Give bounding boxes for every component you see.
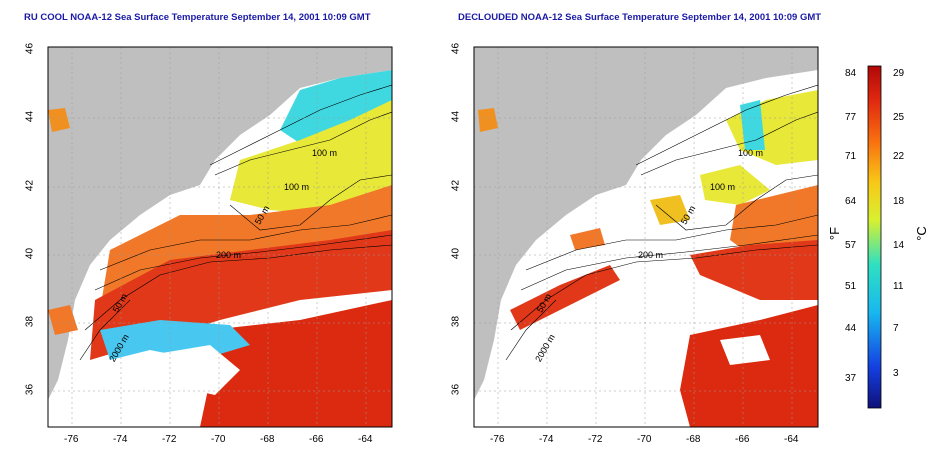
y-tick-label: 42 [450, 179, 462, 192]
y-tick-label: 40 [450, 247, 462, 260]
right-map [474, 47, 818, 427]
colorbar-c-tick: 29 [893, 68, 905, 79]
colorbar-f-tick: 71 [845, 151, 857, 162]
x-tick-label: -74 [539, 434, 554, 445]
contour-label: 100 m [284, 182, 310, 192]
x-tick-label: -70 [211, 434, 226, 445]
colorbar-f-tick: 84 [845, 68, 857, 79]
x-tick-label: -68 [260, 434, 275, 445]
y-tick-label: 40 [24, 247, 36, 260]
y-tick-label: 46 [24, 42, 36, 55]
y-tick-label: 38 [450, 315, 462, 328]
colorbar-c-tick: 18 [893, 196, 905, 207]
colorbar-f-tick: 51 [845, 281, 857, 292]
y-tick-label: 36 [450, 383, 462, 396]
y-tick-label: 44 [450, 110, 462, 123]
x-tick-label: -72 [162, 434, 177, 445]
right-sst-red-south [680, 305, 818, 427]
x-tick-label: -72 [588, 434, 603, 445]
x-tick-label: -74 [113, 434, 128, 445]
colorbar-f-tick: 44 [845, 323, 857, 334]
x-tick-label: -76 [490, 434, 505, 445]
x-tick-label: -64 [358, 434, 373, 445]
y-tick-label: 36 [24, 383, 36, 396]
colorbar-f-tick: 37 [845, 373, 857, 384]
colorbar-f-tick: 77 [845, 112, 857, 123]
colorbar-unit-c: °C [913, 226, 929, 241]
colorbar-f-tick: 57 [845, 240, 857, 251]
left-land [48, 47, 392, 400]
contour-label: 100 m [710, 182, 736, 192]
y-tick-label: 46 [450, 42, 462, 55]
colorbar-c-tick: 25 [893, 112, 905, 123]
colorbar-unit-f: °F [827, 226, 843, 241]
right-panel-title: DECLOUDED NOAA-12 Sea Surface Temperatur… [458, 12, 822, 23]
colorbar [867, 65, 882, 409]
colorbar-c-tick: 22 [893, 151, 905, 162]
y-tick-label: 44 [24, 110, 36, 123]
x-tick-label: -68 [686, 434, 701, 445]
left-sst-red-south [200, 300, 392, 427]
colorbar-f-tick: 64 [845, 196, 857, 207]
colorbar-c-tick: 14 [893, 240, 905, 251]
right-land [474, 47, 818, 400]
x-tick-label: -66 [309, 434, 324, 445]
left-panel-title: RU COOL NOAA-12 Sea Surface Temperature … [24, 12, 371, 23]
contour-label: 200 m [216, 250, 242, 260]
colorbar-c-tick: 3 [893, 368, 899, 379]
y-tick-label: 38 [24, 315, 36, 328]
x-tick-label: -64 [784, 434, 799, 445]
colorbar-c-tick: 7 [893, 323, 899, 334]
left-sst-yellow [230, 100, 392, 215]
y-tick-label: 42 [24, 179, 36, 192]
contour-label: 100 m [738, 148, 764, 158]
left-map [48, 47, 392, 427]
contour-label: 200 m [638, 250, 664, 260]
x-tick-label: -76 [64, 434, 79, 445]
colorbar-c-tick: 11 [893, 281, 904, 292]
x-tick-label: -66 [735, 434, 750, 445]
contour-label: 100 m [312, 148, 338, 158]
x-tick-label: -70 [637, 434, 652, 445]
